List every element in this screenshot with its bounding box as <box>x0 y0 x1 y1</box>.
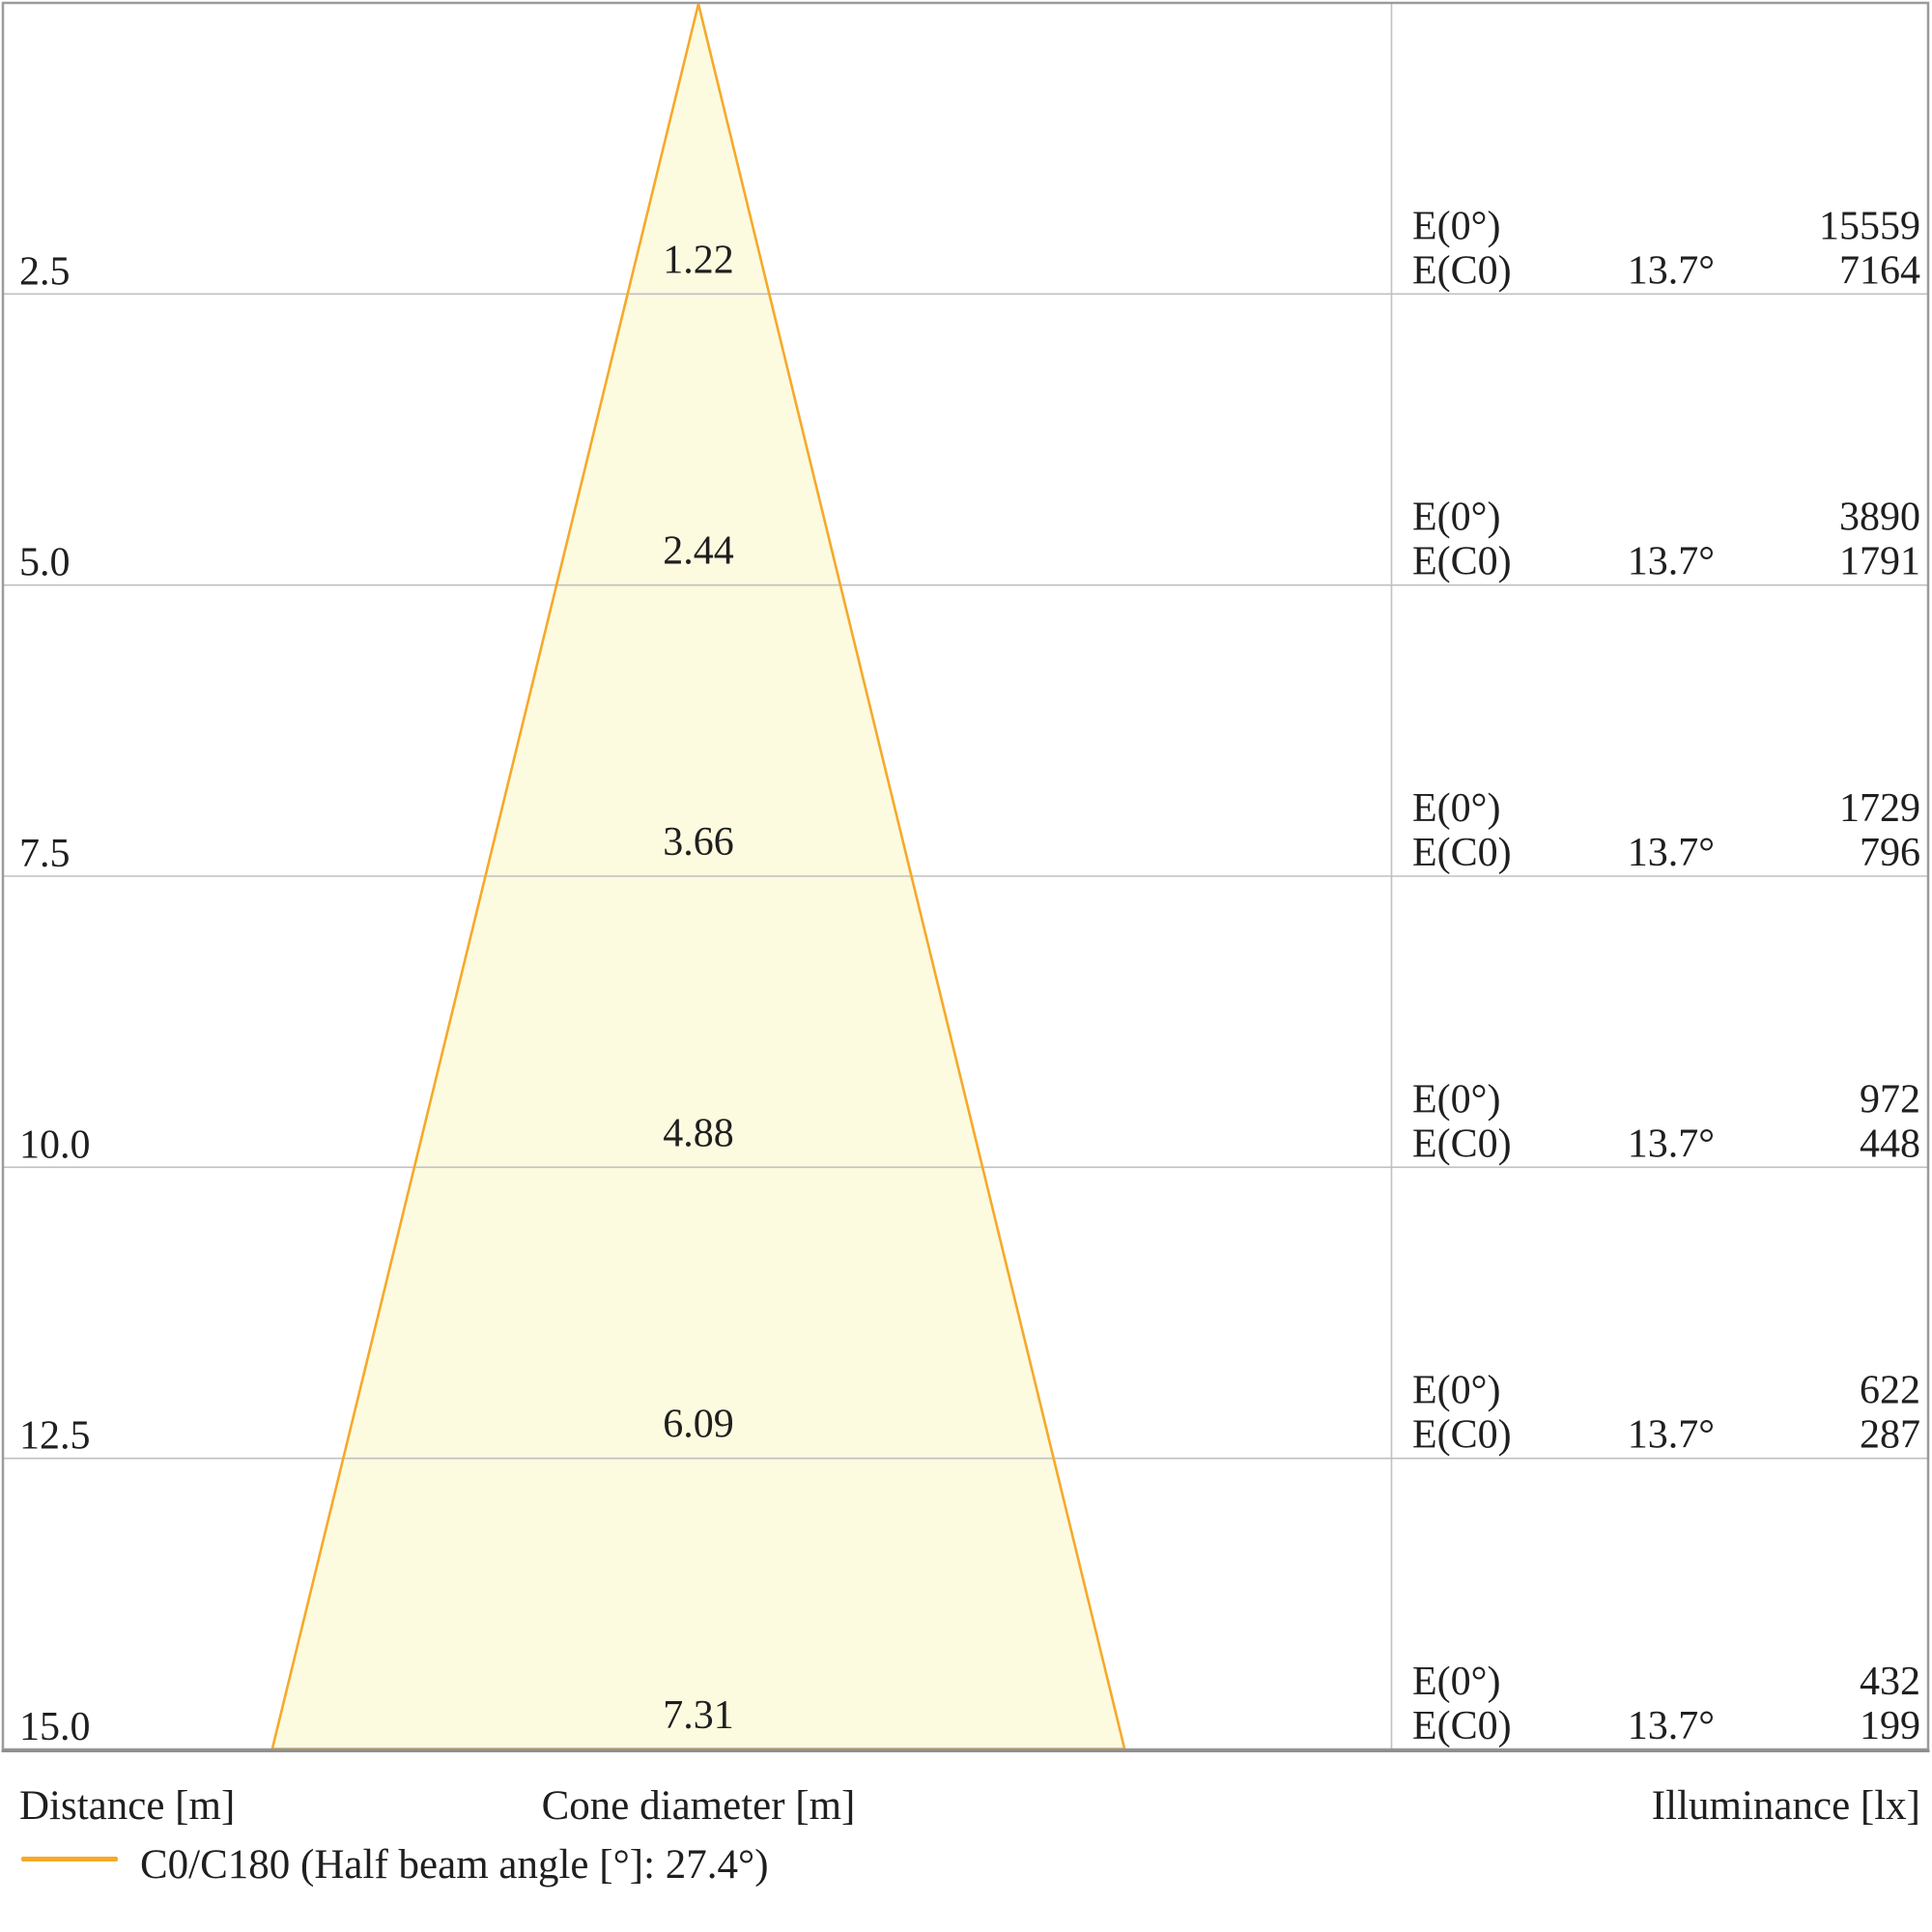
ec0-label: E(C0) <box>1412 248 1512 293</box>
e0-value: 3890 <box>1839 496 1920 540</box>
ec0-value: 287 <box>1860 1413 1920 1458</box>
ec0-angle-value: 13.7° <box>1628 248 1715 293</box>
ec0-angle-value: 13.7° <box>1628 831 1715 875</box>
distance-label: 10.0 <box>19 1122 91 1167</box>
ec0-value: 199 <box>1860 1704 1920 1748</box>
legend-line-swatch <box>21 1857 118 1861</box>
ec0-value: 1791 <box>1839 540 1920 584</box>
e0-value: 1729 <box>1839 786 1920 831</box>
ec0-angle-value: 13.7° <box>1628 1122 1715 1166</box>
distance-label: 2.5 <box>19 249 71 294</box>
illuminance-column-header: Illuminance [lx] <box>1651 1783 1920 1829</box>
ec0-value: 796 <box>1860 831 1920 875</box>
cone-diameter-label: 1.22 <box>663 238 734 282</box>
legend-label: C0/C180 (Half beam angle [°]: 27.4°) <box>140 1842 769 1888</box>
e0-label: E(0°) <box>1412 1660 1500 1704</box>
ec0-angle-value: 13.7° <box>1628 1413 1715 1458</box>
distance-label: 5.0 <box>19 541 71 585</box>
ec0-angle-value: 13.7° <box>1628 540 1715 584</box>
cone-diameter-label: 2.44 <box>663 529 734 574</box>
cone-diameter-label: 3.66 <box>663 820 734 865</box>
ec0-angle-value: 13.7° <box>1628 1704 1715 1748</box>
ec0-value: 7164 <box>1839 248 1920 293</box>
e0-label: E(0°) <box>1412 204 1500 248</box>
distance-label: 7.5 <box>19 832 71 876</box>
ec0-value: 448 <box>1860 1122 1920 1166</box>
e0-label: E(0°) <box>1412 496 1500 540</box>
distance-label: 12.5 <box>19 1414 91 1459</box>
cone-diameter-label: 7.31 <box>663 1693 734 1738</box>
ec0-label: E(C0) <box>1412 1122 1512 1166</box>
e0-label: E(0°) <box>1412 786 1500 831</box>
ec0-label: E(C0) <box>1412 1704 1512 1748</box>
cone-diameter-label: 4.88 <box>663 1111 734 1155</box>
distance-column-header: Distance [m] <box>19 1783 236 1829</box>
e0-value: 15559 <box>1819 204 1920 248</box>
cone-diameter-label: 6.09 <box>663 1403 734 1447</box>
ec0-label: E(C0) <box>1412 540 1512 584</box>
ec0-label: E(C0) <box>1412 1413 1512 1458</box>
e0-value: 432 <box>1860 1660 1920 1704</box>
distance-label: 15.0 <box>19 1705 91 1749</box>
e0-label: E(0°) <box>1412 1077 1500 1122</box>
e0-label: E(0°) <box>1412 1369 1500 1413</box>
ec0-label: E(C0) <box>1412 831 1512 875</box>
e0-value: 972 <box>1860 1077 1920 1122</box>
cone-diameter-column-header: Cone diameter [m] <box>541 1783 856 1829</box>
e0-value: 622 <box>1860 1369 1920 1413</box>
